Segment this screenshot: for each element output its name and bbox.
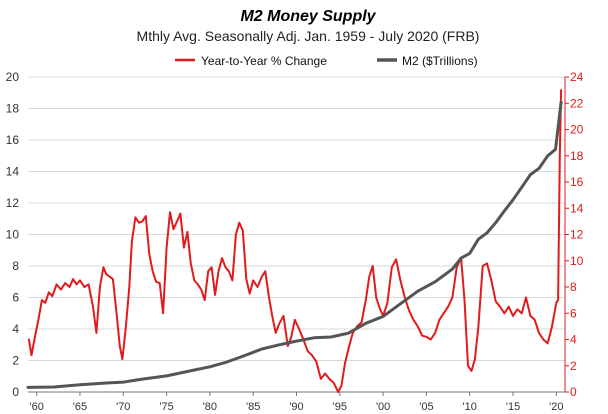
left-tick-label: 0	[12, 385, 19, 399]
series-layer	[26, 89, 563, 393]
legend: Year-to-Year % Change M2 ($Trillions)	[175, 54, 478, 68]
right-tick-label: 22	[570, 96, 584, 110]
right-tick-label: 14	[570, 201, 584, 215]
x-tick-label: '70	[116, 401, 130, 413]
x-tick-label: '20	[549, 401, 563, 413]
left-tick-label: 6	[12, 291, 19, 305]
chart-subtitle: Mthly Avg. Seasonally Adj. Jan. 1959 - J…	[137, 28, 480, 44]
x-tick-label: '15	[506, 401, 520, 413]
x-tick-label: '95	[333, 401, 347, 413]
series-line-pct-change	[27, 89, 563, 393]
right-tick-label: 20	[570, 123, 584, 137]
chart-title: M2 Money Supply	[240, 8, 376, 25]
x-tick-label: '85	[246, 401, 260, 413]
right-tick-label: 16	[570, 175, 584, 189]
left-tick-label: 14	[6, 165, 20, 179]
right-tick-label: 24	[570, 70, 584, 84]
left-axis: 0 2 4 6 8 10 12 14 16 18 20	[6, 70, 20, 399]
x-tick-label: '80	[203, 401, 217, 413]
legend-label-m2: M2 ($Trillions)	[402, 54, 478, 68]
x-axis: '60 '65 '70 '75 '80 '85 '90 '95 '00 '05 '10 '15 '20	[28, 391, 565, 413]
x-tick-label: '90	[289, 401, 303, 413]
right-tick-label: 6	[570, 306, 577, 320]
left-tick-label: 16	[6, 133, 20, 147]
left-tick-label: 4	[12, 322, 19, 336]
x-tick-label: '60	[29, 401, 43, 413]
x-tick-label: '00	[376, 401, 390, 413]
right-tick-label: 18	[570, 149, 584, 163]
x-tick-label: '65	[73, 401, 87, 413]
left-tick-label: 20	[6, 70, 20, 84]
x-tick-label: '75	[159, 401, 173, 413]
legend-label-pct-change: Year-to-Year % Change	[201, 54, 327, 68]
series-line-m2	[26, 100, 563, 389]
left-tick-label: 18	[6, 102, 20, 116]
right-tick-label: 4	[570, 333, 577, 347]
right-tick-label: 2	[570, 359, 577, 373]
left-tick-label: 12	[6, 196, 20, 210]
right-tick-label: 10	[570, 254, 584, 268]
right-tick-label: 8	[570, 280, 577, 294]
x-tick-label: '10	[463, 401, 477, 413]
right-tick-label: 12	[570, 228, 584, 242]
right-tick-label: 0	[570, 385, 577, 399]
left-tick-label: 10	[6, 228, 20, 242]
left-tick-label: 2	[12, 354, 19, 368]
left-tick-label: 8	[12, 259, 19, 273]
x-tick-label: '05	[419, 401, 433, 413]
